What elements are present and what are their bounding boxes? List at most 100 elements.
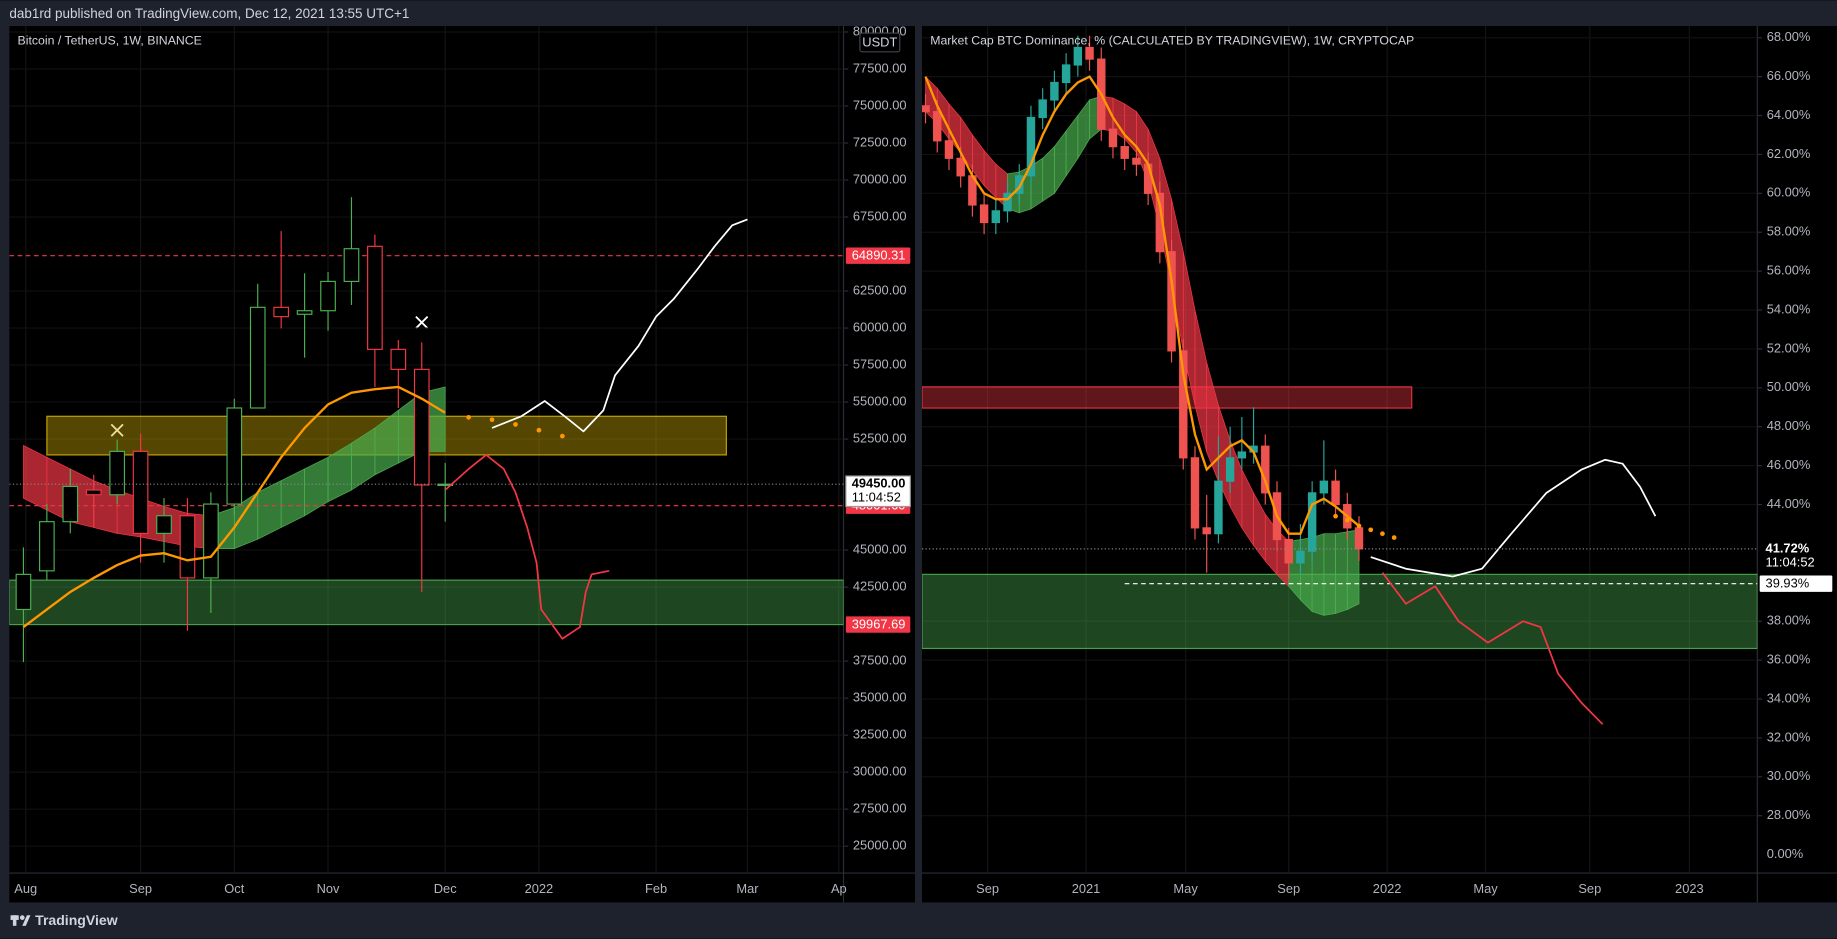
candle-body: [1237, 451, 1247, 459]
last-price-box: [845, 475, 911, 508]
x-tick-label: Ap: [831, 881, 847, 896]
y-tick-label: 32500.00: [853, 727, 907, 742]
y-tick-label: 32.00%: [1767, 729, 1811, 744]
projection-line: [491, 218, 748, 433]
axis-extra-label: 0.00%: [1767, 846, 1804, 861]
y-tick-label: 35000.00: [853, 690, 907, 705]
x-tick-label: Feb: [645, 881, 667, 896]
candle-body: [1354, 527, 1364, 550]
candle-body: [1132, 157, 1141, 165]
projection-line: [1381, 572, 1604, 725]
candle-body: [15, 573, 32, 611]
projection-dot: [560, 433, 565, 439]
projection-dot: [536, 427, 542, 433]
x-tick-label: 2022: [525, 881, 554, 896]
projection-dot: [466, 414, 471, 420]
candle-body: [179, 515, 196, 579]
x-tick-label: 2021: [1072, 881, 1101, 896]
x-tick-label: 2022: [1373, 881, 1402, 896]
y-tick-label: 62.00%: [1767, 146, 1811, 161]
y-tick-label: 44.00%: [1767, 496, 1811, 511]
candle-body: [413, 368, 430, 486]
y-tick-label: 34.00%: [1767, 690, 1811, 705]
ribbon-segment: [1335, 531, 1348, 614]
candle-body: [1202, 527, 1211, 535]
candle-body: [1296, 550, 1305, 564]
projection-dot: [513, 422, 518, 427]
projection-dot: [1344, 517, 1350, 523]
last-price-label: 41.72%: [1766, 540, 1810, 555]
y-tick-label: 48.00%: [1767, 418, 1811, 433]
x-tick-label: Sep: [976, 881, 999, 896]
footer-brand: TradingView: [35, 912, 118, 928]
candle-body: [1026, 116, 1036, 177]
y-tick-label: 67500.00: [853, 208, 907, 223]
countdown: 11:04:52: [1766, 554, 1815, 569]
candle-body: [62, 485, 79, 523]
y-tick-label: 66.00%: [1767, 68, 1811, 83]
left-pane: [9, 26, 915, 903]
candle-body: [979, 204, 989, 224]
candle-body: [956, 157, 965, 177]
y-tick-label: 45000.00: [853, 542, 907, 557]
candle-body: [296, 310, 313, 315]
x-tick-label: May: [1473, 881, 1498, 896]
candle-body: [1225, 457, 1235, 482]
projection-dot: [1356, 523, 1362, 529]
y-tick-label: 56.00%: [1767, 263, 1811, 278]
y-tick-label: 75000.00: [853, 97, 907, 112]
projection-dot: [1391, 535, 1397, 540]
x-tick-label: 2023: [1675, 881, 1704, 896]
header: dab1rd published on TradingView.com, Dec…: [9, 6, 409, 21]
candle-body: [226, 407, 243, 505]
x-tick-label: Nov: [317, 881, 340, 896]
candle-body: [1073, 46, 1083, 66]
y-tick-label: 46.00%: [1767, 457, 1811, 472]
moving-average: [22, 385, 446, 629]
y-tick-label: 42500.00: [853, 579, 907, 594]
level-label: 64890.31: [852, 248, 906, 263]
candle-body: [1085, 46, 1094, 60]
x-tick-label: Mar: [736, 881, 759, 896]
x-tick-label: Sep: [1578, 881, 1601, 896]
y-tick-label: 68.00%: [1767, 29, 1811, 44]
x-tick-label: Aug: [14, 881, 37, 896]
projection-line: [444, 454, 610, 640]
candle-body: [367, 245, 383, 350]
y-tick-label: 58.00%: [1767, 224, 1811, 239]
y-tick-label: 62500.00: [853, 282, 907, 297]
candle-body: [1214, 480, 1223, 535]
x-tick-label: Sep: [1277, 881, 1300, 896]
candle-body: [933, 111, 942, 142]
y-tick-label: 52500.00: [853, 430, 907, 445]
moving-average: [924, 75, 1360, 535]
candle-body: [1190, 457, 1200, 529]
level-label: 39967.69: [852, 617, 906, 632]
y-tick-label: 60.00%: [1767, 185, 1811, 200]
candle-body: [1108, 128, 1118, 148]
plot: [922, 26, 1758, 874]
y-tick-label: 70000.00: [853, 171, 907, 186]
last-price-label: 49450.00: [852, 476, 906, 491]
candle-body: [85, 489, 102, 496]
y-tick-label: 55000.00: [853, 393, 907, 408]
y-tick-label: 36.00%: [1767, 652, 1811, 667]
cross-markers: [110, 315, 429, 437]
y-tick-label: 37500.00: [853, 653, 907, 668]
y-tick-label: 38.00%: [1767, 613, 1811, 628]
candle-body: [1319, 480, 1329, 494]
x-tick-label: Oct: [224, 881, 244, 896]
y-tick-label: 28.00%: [1767, 807, 1811, 822]
y-tick-label: 57500.00: [853, 356, 907, 371]
candle-body: [1307, 492, 1317, 552]
y-tick-label: 64.00%: [1767, 107, 1811, 122]
candle-body: [944, 140, 954, 159]
y-tick-label: 72500.00: [853, 134, 907, 149]
candle-body: [1120, 146, 1129, 159]
level-box: [845, 616, 911, 633]
y-tick-label: 52.00%: [1767, 340, 1811, 355]
right-pane: [922, 26, 1837, 903]
x-tick-label: May: [1173, 881, 1198, 896]
candle-body: [1003, 192, 1012, 212]
candle-body: [132, 450, 149, 534]
